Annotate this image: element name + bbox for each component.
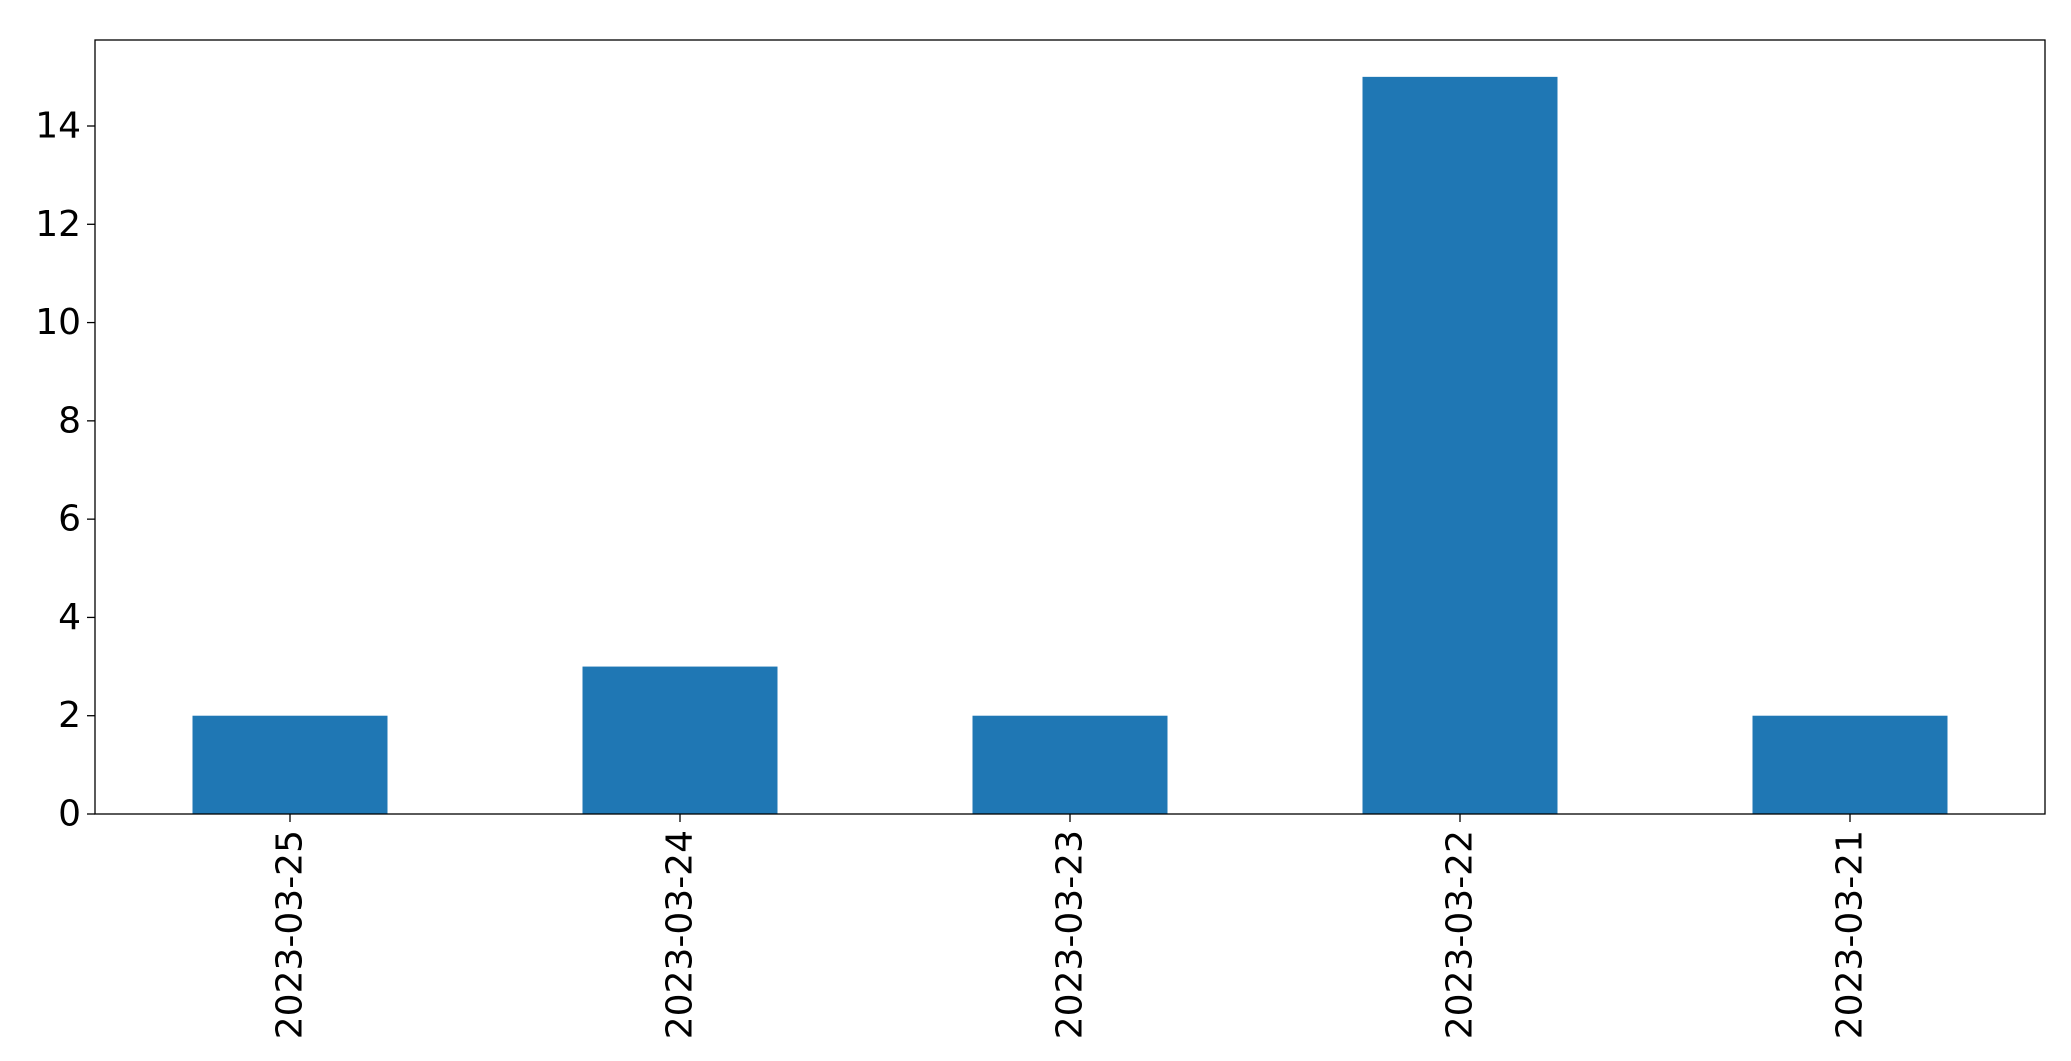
y-axis: 0 2 4 6 8 10 12 14 [35,106,95,835]
y-tick-label: 0 [58,794,81,835]
y-tick-label: 12 [35,204,81,245]
y-tick-label: 10 [35,302,81,343]
x-tick-label: 2023-03-21 [1830,830,1871,1039]
y-tick-label: 4 [58,597,81,638]
x-tick-label: 2023-03-23 [1050,830,1091,1039]
bar-2023-03-24 [582,666,778,814]
y-tick-label: 8 [58,400,81,441]
bar-series [192,76,1948,815]
y-tick-label: 14 [35,106,81,147]
x-tick-label: 2023-03-24 [660,830,701,1039]
bar-2023-03-25 [192,715,388,814]
x-tick-label: 2023-03-25 [270,830,311,1039]
x-tick-label: 2023-03-22 [1440,830,1481,1039]
bar-2023-03-22 [1362,76,1558,815]
bar-2023-03-23 [972,715,1168,814]
y-tick-label: 2 [58,695,81,736]
x-axis: 2023-03-25 2023-03-24 2023-03-23 2023-03-22… [270,814,1871,1039]
bar-2023-03-21 [1752,715,1948,814]
y-tick-label: 6 [58,499,81,540]
plot-frame [94,39,2046,815]
